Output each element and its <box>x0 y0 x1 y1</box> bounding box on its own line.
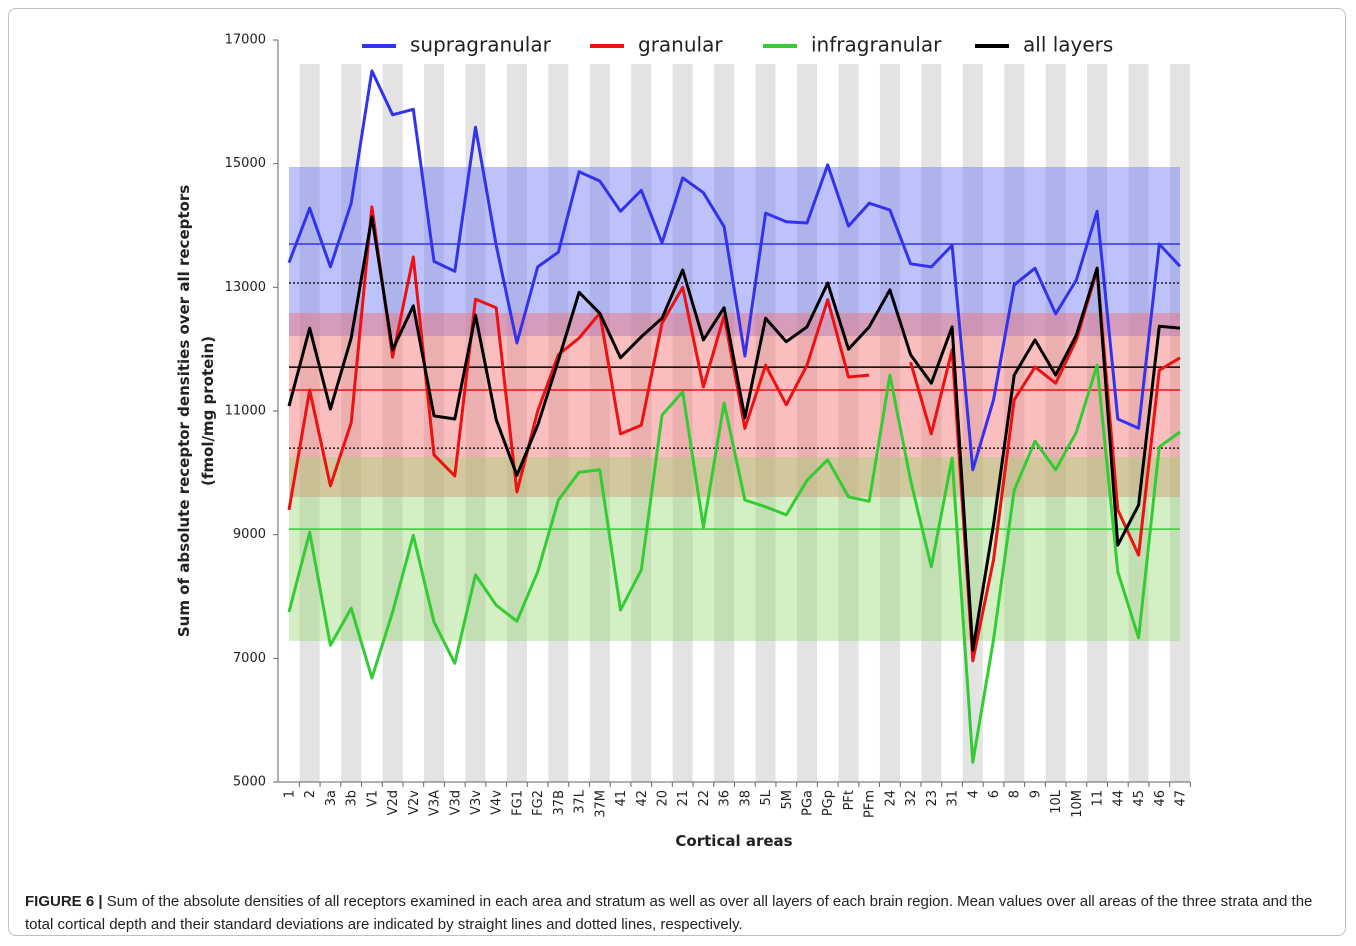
figure-label: FIGURE 6 | <box>25 893 103 910</box>
x-tick-label: 23 <box>925 790 940 807</box>
x-tick-label: 4 <box>966 790 981 798</box>
x-tick-label: 41 <box>614 790 629 807</box>
x-tick-label: 42 <box>635 790 650 807</box>
x-tick-label: 5L <box>759 789 774 805</box>
figure-frame <box>8 8 1346 936</box>
y-tick-label: 5000 <box>233 775 266 790</box>
y-axis-title: Sum of absolute receptor densities over … <box>175 185 193 637</box>
y-tick-label: 13000 <box>225 280 266 295</box>
x-tick-label: 47 <box>1174 790 1189 807</box>
caption-text: Sum of the absolute densities of all rec… <box>25 893 1313 933</box>
y-tick-label: 7000 <box>233 651 266 666</box>
x-tick-label: 20 <box>655 790 670 807</box>
x-tick-label: V2d <box>386 790 401 815</box>
x-tick-label: V3v <box>469 790 484 815</box>
x-tick-label: 32 <box>904 790 919 807</box>
x-tick-label: 21 <box>676 790 691 807</box>
x-tick-label: PFt <box>842 790 857 810</box>
x-tick-label: V3A <box>428 790 443 816</box>
x-tick-label: 37M <box>593 790 608 818</box>
x-tick-label: 38 <box>738 790 753 807</box>
x-tick-label: 37L <box>573 789 588 814</box>
x-tick-label: 1 <box>283 790 298 798</box>
x-tick-label: 9 <box>1028 790 1043 798</box>
legend-label: infragranular <box>811 33 942 57</box>
x-tick-label: PGa <box>801 790 816 816</box>
x-tick-label: 3b <box>345 790 360 807</box>
x-tick-label: PFm <box>863 790 878 818</box>
x-tick-label: 3a <box>324 790 339 806</box>
x-tick-label: PGp <box>821 790 836 816</box>
x-tick-label: FG2 <box>531 790 546 816</box>
y-axis-title: (fmol/mg protein) <box>199 336 217 486</box>
y-tick-label: 11000 <box>225 404 266 419</box>
x-tick-label: 24 <box>883 790 898 807</box>
x-tick-label: 44 <box>1111 790 1126 807</box>
x-tick-label: V4v <box>490 790 505 815</box>
y-tick-label: 15000 <box>225 156 266 171</box>
x-tick-label: V1 <box>365 790 380 807</box>
x-tick-label: 45 <box>1132 790 1147 807</box>
x-tick-label: 2 <box>303 790 318 798</box>
series-line <box>287 215 1181 652</box>
x-tick-label: 10M <box>1070 790 1085 818</box>
x-tick-label: V3d <box>448 790 463 815</box>
y-tick-label: 17000 <box>225 33 266 48</box>
x-tick-label: V2v <box>407 790 422 815</box>
x-tick-label: 31 <box>946 790 961 807</box>
x-tick-label: 10L <box>1049 789 1064 814</box>
legend-label: supragranular <box>410 33 552 57</box>
x-tick-label: 22 <box>697 790 712 807</box>
series-line <box>287 363 1181 764</box>
x-axis-title: Cortical areas <box>675 832 792 850</box>
x-tick-label: 37B <box>552 790 567 815</box>
x-tick-label: 6 <box>987 790 1002 798</box>
sd-band <box>289 457 1180 642</box>
x-tick-label: 5M <box>780 790 795 810</box>
legend-label: all layers <box>1023 33 1113 57</box>
x-tick-label: 11 <box>1091 790 1106 807</box>
x-tick-label: 36 <box>718 790 733 807</box>
y-tick-label: 9000 <box>233 527 266 542</box>
chart: Cortical areas Sum of absolute receptor … <box>175 33 1191 850</box>
sd-band <box>289 167 1180 336</box>
caption: FIGURE 6 | Sum of the absolute densities… <box>25 890 1325 936</box>
x-tick-label: 46 <box>1153 790 1168 807</box>
series-line <box>287 69 1182 472</box>
legend-label: granular <box>638 33 723 57</box>
x-tick-label: 8 <box>1008 790 1023 798</box>
x-tick-label: FG1 <box>510 790 525 816</box>
